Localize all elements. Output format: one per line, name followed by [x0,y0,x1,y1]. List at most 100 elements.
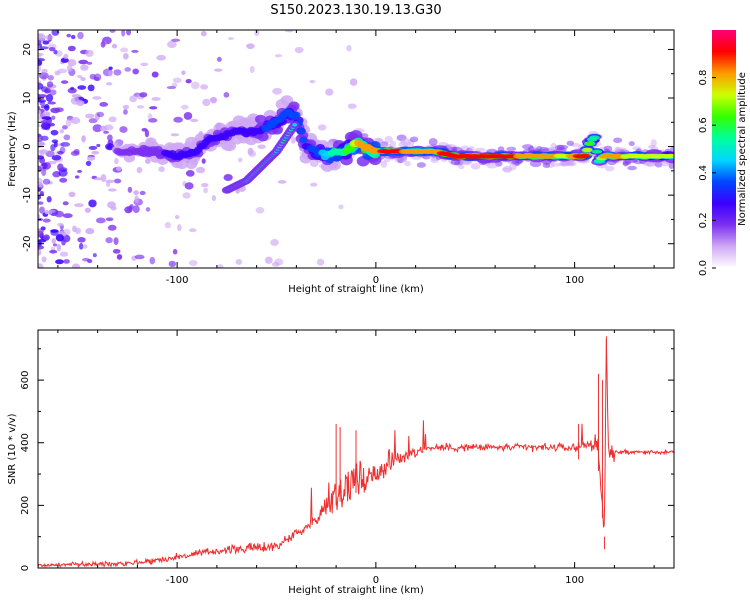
spectrogram-branch-core [292,122,298,127]
spectrogram-noise-blob [66,64,73,72]
spectrogram-haze-blob [470,163,481,170]
spectrogram-noise-blob [346,45,352,52]
spectrogram-marks [38,30,674,268]
spectrogram-noise-blob [38,249,42,256]
spectrogram-noise-blob [274,54,283,58]
spectrogram-noise-blob [55,259,64,265]
spectrogram-noise-blob [166,85,177,90]
spectrogram-noise-blob [223,92,230,98]
spectrogram-noise-blob [107,224,117,231]
spectrogram-noise-blob [149,256,156,265]
spectrogram-noise-blob [136,105,145,109]
spectrogram-noise-blob [126,30,132,36]
spectrogram-noise-blob [113,69,122,76]
spectrogram-noise-blob [92,253,97,258]
spectrogram-noise-blob [43,234,50,241]
spectrogram-frame [37,29,675,269]
spectrogram-noise-blob [200,30,207,37]
spectrogram-noise-blob [87,84,95,92]
spectrogram-noise-blob [151,96,161,101]
spectrogram-noise-blob [95,217,106,224]
spectrogram-noise-blob [167,40,177,49]
spectrogram-x-label: Height of straight line (km) [288,284,424,295]
spectrogram-noise-blob [38,80,42,84]
spectrogram-noise-blob [66,33,72,38]
spectrogram-noise-blob [190,118,199,123]
spectrogram-noise-blob [227,36,234,41]
snr-marks [38,336,674,568]
spectrogram-y-label: Frequency (Hz) [7,111,18,187]
spectrogram-noise-blob [94,177,103,181]
snr-frame [37,329,675,569]
spectrogram-noise-blob [38,114,45,122]
spectrogram-haze-blob [383,158,390,163]
spectrogram-noise-blob [39,150,45,157]
spectrogram-noise-blob [49,249,58,254]
spectrogram-noise-blob [38,109,42,115]
spectrogram-noise-blob [317,124,327,131]
spectrogram-noise-blob [201,183,209,188]
spectrogram-noise-blob [88,118,98,124]
spectrogram-noise-blob [183,111,193,120]
spectrogram-noise-blob [109,30,116,33]
spectrogram-noise-blob [96,143,101,148]
spectrogram-noise-blob [63,134,71,141]
spectrogram-noise-blob [88,145,98,150]
spectrogram-noise-blob [38,97,42,103]
spectrogram-noise-blob [177,224,182,232]
spectrogram-noise-blob [116,254,123,260]
spectrogram-noise-blob [144,158,151,164]
spectrogram-noise-blob [277,180,287,184]
spectrogram-noise-blob [211,195,217,202]
spectrogram-noise-blob [49,89,57,96]
spectrogram-noise-blob [172,77,182,84]
spectrogram-noise-blob [52,243,58,247]
spectrogram-noise-blob [185,170,195,177]
spectrogram-haze-blob [404,160,411,167]
spectrogram-noise-blob [141,127,148,132]
spectrogram-noise-blob [140,62,149,66]
spectrogram-noise-blob [100,174,107,182]
spectrogram-noise-blob [55,234,64,242]
spectrogram-y-tick-label: -20 [22,236,33,252]
spectrogram-noise-blob [235,188,240,194]
spectrogram-haze-blob [428,137,438,146]
snr-y-tick-label: 200 [20,496,31,515]
snr-y-tick-label: 0 [20,565,31,571]
spectrogram-noise-blob [182,192,191,199]
spectrogram-noise-blob [96,111,105,118]
spectrogram-noise-blob [38,72,49,80]
spectrogram-noise-blob [60,80,69,84]
spectrogram-noise-blob [45,150,55,158]
spectrogram-noise-blob [42,178,51,185]
spectrogram-noise-blob [122,52,129,60]
spectrogram-noise-blob [77,169,83,173]
spectrogram-noise-blob [188,259,198,267]
spectrogram-ridge-blob [591,149,603,154]
spectrogram-noise-blob [46,196,52,203]
spectrogram-noise-blob [202,98,211,107]
spectrogram-noise-blob [65,118,72,127]
spectrogram-noise-blob [51,154,62,161]
spectrogram-noise-blob [85,49,94,57]
snr-y-label: SNR (10 * v/v) [7,413,18,484]
spectrogram-noise-blob [77,74,83,79]
colorbar: 0.0 0.2 0.4 0.6 0.8 Normalized spectral ampl… [698,30,748,276]
spectrogram-noise-blob [106,134,113,142]
spectrogram-noise-blob [41,122,51,130]
figure-title: S150.2023.130.19.13.G30 [270,3,441,18]
spectrogram-noise-blob [223,174,233,181]
spectrogram-noise-blob [85,113,95,119]
spectrogram-noise-blob [174,214,180,220]
spectrogram-noise-blob [105,237,113,244]
spectrogram-noise-blob [171,38,181,42]
spectrogram-noise-blob [120,47,129,53]
spectrogram-noise-blob [73,148,80,155]
spectrogram-noise-blob [53,49,58,55]
spectrogram-noise-blob [108,70,113,77]
spectrogram-noise-blob [57,222,64,227]
spectrogram-noise-blob [74,227,82,234]
spectrogram-noise-blob [38,134,44,143]
